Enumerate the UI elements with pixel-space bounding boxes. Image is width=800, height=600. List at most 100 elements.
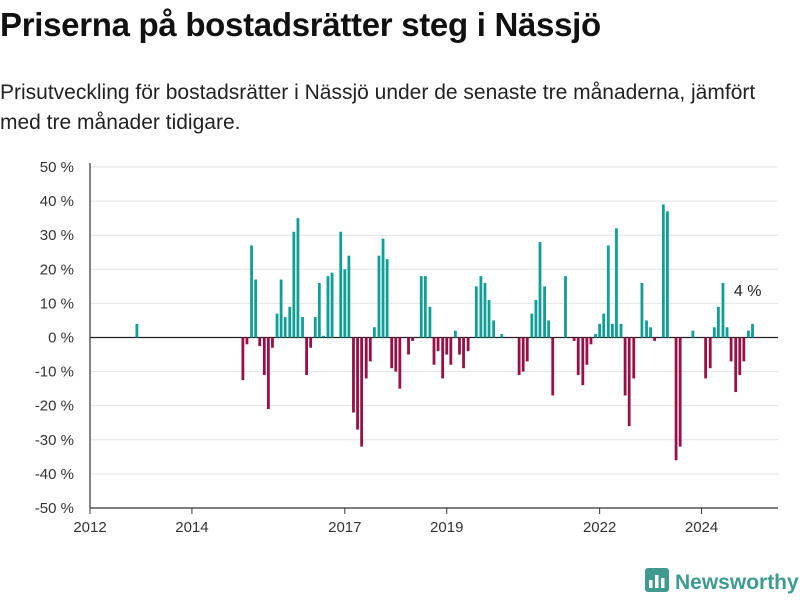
bar [279,279,283,338]
bar [454,330,457,338]
bar [623,337,627,396]
bar [245,337,249,345]
newsworthy-brand[interactable]: Newsworthy [645,568,799,597]
bar [525,337,529,362]
bar [598,323,602,338]
bar [734,337,738,393]
bar [725,327,729,338]
bar [691,330,695,338]
bar [313,317,317,338]
bar [721,282,725,338]
bar [423,276,427,338]
bar [530,313,534,338]
bar [381,238,385,338]
x-tick-label: 2014 [175,519,208,536]
bar [347,255,351,338]
bar [547,320,551,338]
bar [521,337,525,372]
bar [343,269,347,338]
bar [364,337,368,379]
bar [326,276,330,338]
x-tick-label: 2022 [583,519,616,536]
bar [288,306,292,338]
bar [339,231,343,338]
bar [283,317,287,338]
x-tick-label: 2017 [328,519,361,536]
bar [385,259,389,338]
bar [330,272,334,338]
bar-chart-logo-icon [645,568,669,597]
bar [517,337,521,376]
bar [466,337,470,352]
bar [449,337,453,365]
bar [708,337,712,369]
bar [551,337,555,396]
y-tick-label: 30 % [40,227,74,244]
bar [615,228,618,338]
bar [356,337,359,430]
bar [594,334,597,338]
x-tick-label: 2012 [73,519,106,536]
bar [645,320,648,338]
bar [678,337,682,447]
bar [254,279,258,338]
bar [241,337,245,381]
bar [576,337,580,376]
bar [372,327,376,338]
bar [661,204,665,338]
y-tick-label: -20 % [35,398,74,415]
bar [538,242,542,338]
y-tick-label: 40 % [40,193,74,210]
bar [266,337,270,410]
bar [729,337,733,362]
y-tick-label: -30 % [35,432,74,449]
bar [292,231,296,338]
bar [747,330,750,338]
bar [483,282,487,338]
bar [419,276,423,338]
bar [632,337,636,379]
bar [436,337,440,352]
bar [377,255,381,338]
bar [394,337,398,372]
bar [487,299,491,338]
bar [352,337,355,413]
bar [309,337,313,348]
bar [432,337,436,365]
bar [368,337,372,362]
bar [534,299,538,338]
bar [262,337,266,376]
bar [390,337,394,369]
bar [135,323,139,338]
bar [271,337,274,348]
bars [135,204,754,461]
bar [474,286,478,338]
bar [305,337,308,376]
y-tick-label: -50 % [35,500,74,517]
y-tick-label: 0 % [48,330,74,347]
bar [411,337,414,341]
y-tick-label: 10 % [40,295,74,312]
bar [606,245,610,338]
y-tick-label: 20 % [40,261,74,278]
bar [543,286,546,338]
bar [602,313,606,338]
bar [296,218,300,338]
bar [275,313,279,338]
bar [479,276,483,338]
bar-chart: -50 % -40 % -30 % -20 % -10 % 0 % 10 % 20 % 30 %… [35,159,778,536]
bar [492,320,496,338]
bar [250,245,253,338]
bar [441,337,445,379]
bar [462,337,465,369]
bar [610,323,614,338]
bar [738,337,742,376]
bar [627,337,631,427]
bar [360,337,364,447]
bar [589,337,593,345]
bar [301,317,304,338]
bar [653,337,657,341]
bar [407,337,410,355]
bar [666,211,669,338]
bar [500,334,504,338]
